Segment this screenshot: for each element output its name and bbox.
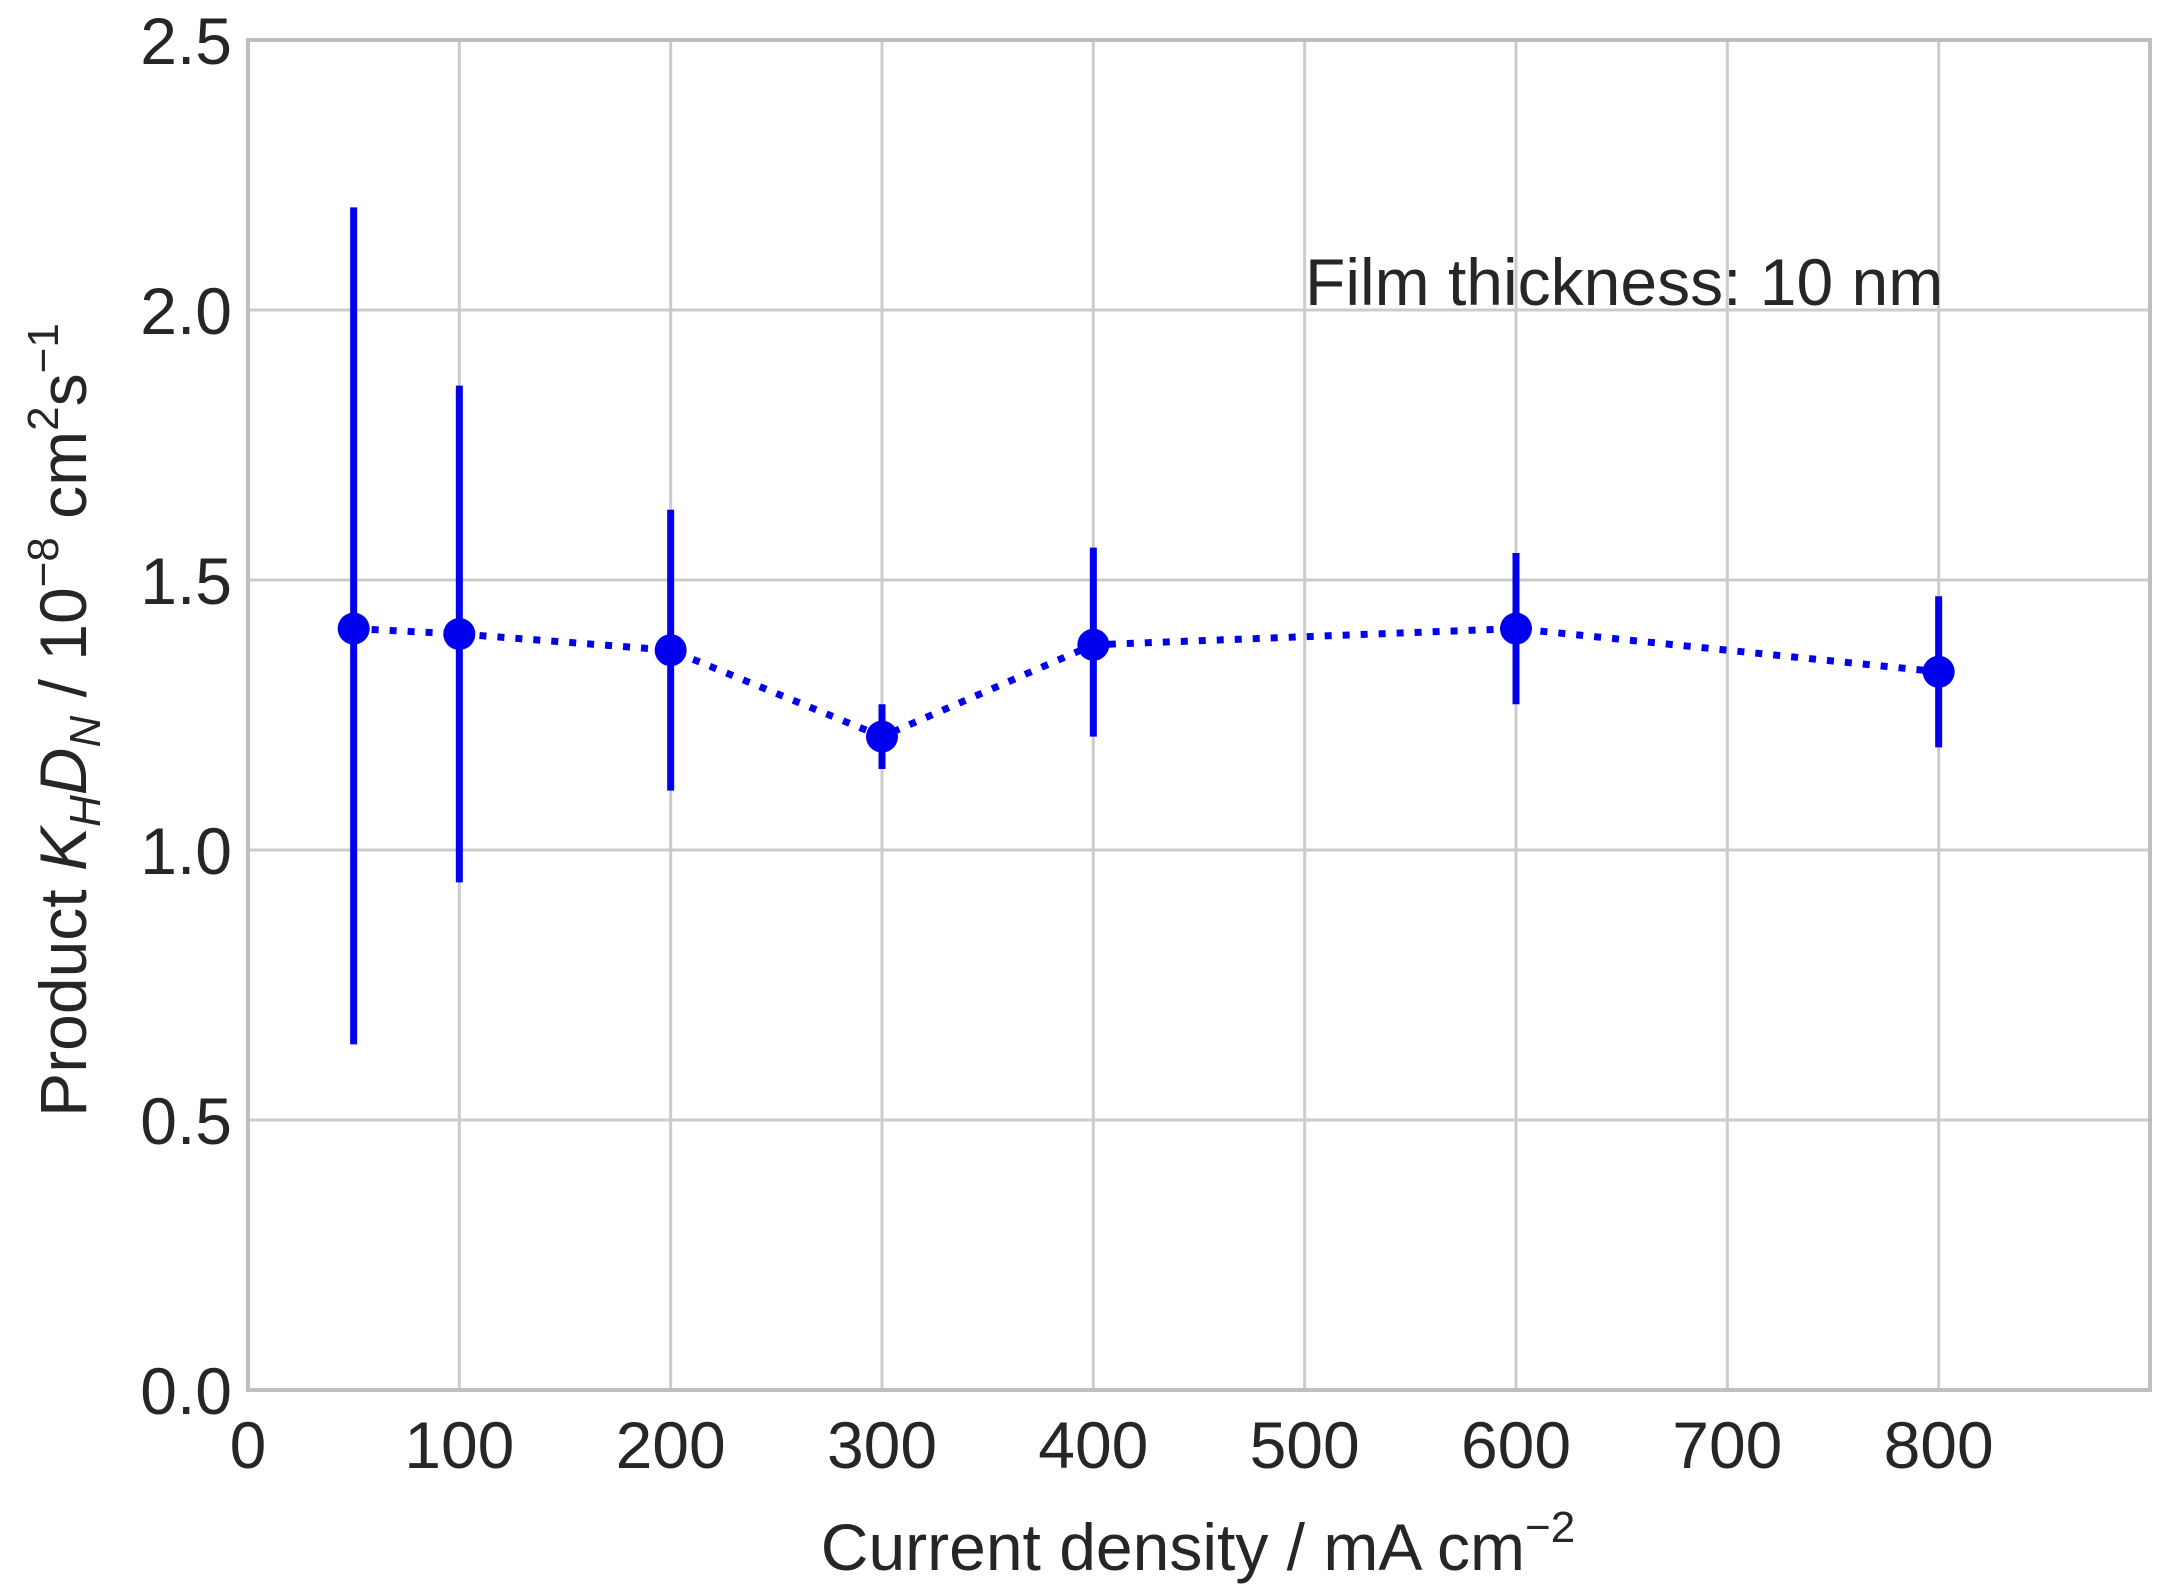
x-tick-label: 400	[1038, 1408, 1148, 1482]
data-point	[1077, 628, 1110, 661]
y-tick-label: 0.5	[140, 1084, 232, 1158]
y-axis-title-k-sub: H	[61, 795, 110, 827]
y-axis-title-units-s-exp: −1	[19, 323, 68, 373]
x-tick-label: 0	[230, 1408, 267, 1482]
x-tick-label: 600	[1461, 1408, 1571, 1482]
x-tick-label: 500	[1250, 1408, 1360, 1482]
y-axis-title-units-exp: −8	[19, 537, 68, 587]
data-point	[1922, 655, 1955, 688]
data-point	[443, 618, 476, 650]
y-axis-title-units-cm-exp: 2	[19, 406, 68, 430]
grid-lines	[246, 38, 2150, 1392]
y-tick-label: 1.5	[140, 544, 232, 618]
y-axis-title: Product KHDN / 10−8 cm2s−1	[19, 323, 110, 1117]
y-tick-label: 1.0	[140, 814, 232, 888]
series-layer	[337, 207, 1955, 1045]
x-tick-label: 200	[616, 1408, 726, 1482]
y-axis-title-units-s: s	[26, 373, 100, 406]
data-point	[337, 612, 370, 645]
y-tick-label: 2.5	[140, 4, 232, 78]
y-axis-title-prefix: Product	[26, 871, 100, 1117]
data-point	[1500, 612, 1532, 645]
x-tick-label: 700	[1672, 1408, 1782, 1482]
y-tick-label: 0.0	[140, 1354, 232, 1428]
y-axis-title-units-prefix: / 10	[26, 587, 100, 715]
y-axis-title-d-sub: N	[61, 716, 110, 748]
plot-frame	[246, 38, 2152, 1392]
y-axis-title-units-cm: cm	[26, 431, 100, 537]
y-tick-label: 2.0	[140, 274, 232, 348]
x-tick-labels: 0 100 200 300 400 500 600 700 800	[230, 1408, 1994, 1482]
annotation-film-thickness: Film thickness: 10 nm	[1305, 245, 1943, 319]
y-axis-title-d: D	[26, 748, 100, 796]
data-point	[866, 720, 898, 753]
series-line	[353, 625, 1940, 741]
x-tick-label: 800	[1884, 1408, 1994, 1482]
y-axis-title-k: K	[26, 824, 100, 871]
x-tick-label: 100	[404, 1408, 514, 1482]
y-tick-labels: 0.0 0.5 1.0 1.5 2.0 2.5	[140, 4, 232, 1428]
data-point	[654, 634, 687, 667]
x-axis-title-superscript: −2	[1525, 1503, 1575, 1552]
x-axis-title-text: Current density / mA cm	[821, 1510, 1525, 1584]
x-axis-title: Current density / mA cm−2	[821, 1503, 1575, 1584]
x-tick-label: 300	[827, 1408, 937, 1482]
